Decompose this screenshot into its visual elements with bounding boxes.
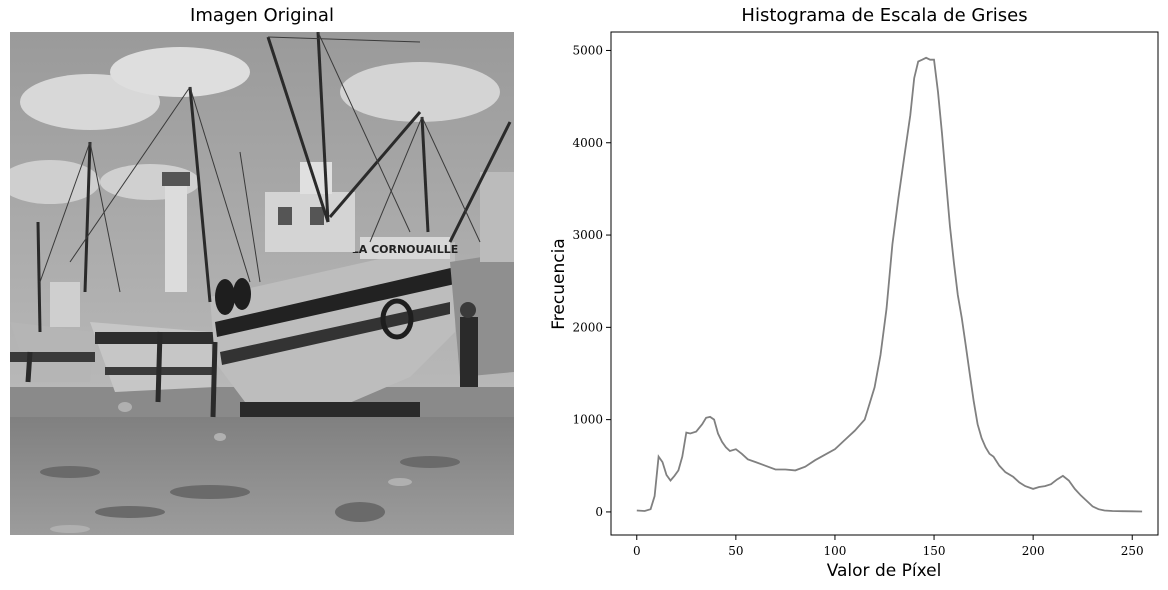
x-tick-label: 200 bbox=[1022, 544, 1045, 558]
x-tick-label: 50 bbox=[728, 544, 743, 558]
harbor-boats-image: LA CORNOUAILLE bbox=[10, 32, 514, 535]
y-tick-label: 4000 bbox=[572, 136, 603, 150]
y-axis-ticks: 0 1000 2000 3000 4000 5000 bbox=[572, 43, 611, 519]
x-tick-label: 250 bbox=[1121, 544, 1144, 558]
histogram-line bbox=[636, 56, 1143, 513]
x-tick-label: 150 bbox=[923, 544, 946, 558]
x-tick-label: 0 bbox=[633, 544, 641, 558]
y-tick-label: 3000 bbox=[572, 228, 603, 242]
hull-name: LA CORNOUAILLE bbox=[352, 243, 459, 256]
y-tick-label: 2000 bbox=[572, 320, 603, 334]
x-axis-ticks: 0 50 100 150 200 250 bbox=[633, 535, 1144, 558]
image-title: Imagen Original bbox=[190, 5, 334, 26]
boats-photo: LA CORNOUAILLE bbox=[10, 32, 514, 535]
chart-title: Histograma de Escala de Grises bbox=[741, 5, 1028, 26]
y-axis-label: Frecuencia bbox=[549, 238, 569, 329]
plot-frame bbox=[610, 31, 1159, 536]
y-tick-label: 5000 bbox=[572, 43, 603, 57]
y-tick-label: 1000 bbox=[572, 413, 603, 427]
y-tick-label: 0 bbox=[595, 505, 603, 519]
x-axis-label: Valor de Píxel bbox=[827, 561, 942, 581]
x-tick-label: 100 bbox=[823, 544, 846, 558]
